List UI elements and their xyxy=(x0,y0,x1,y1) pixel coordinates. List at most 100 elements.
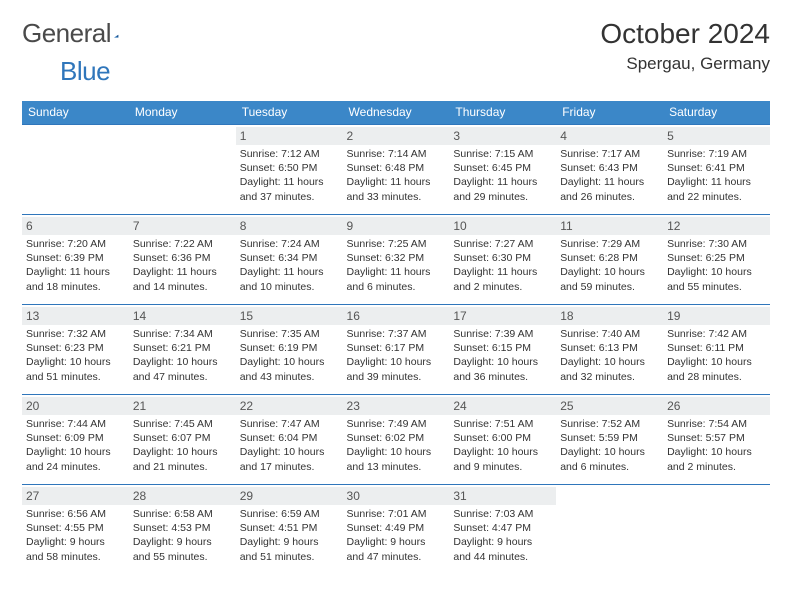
calendar-cell: 1 Sunrise: 7:12 AMSunset: 6:50 PMDaylight… xyxy=(236,125,343,215)
day-number: 29 xyxy=(236,487,343,505)
day-number: 30 xyxy=(343,487,450,505)
calendar-row: 1 Sunrise: 7:12 AMSunset: 6:50 PMDaylight… xyxy=(22,125,770,215)
header-right: October 2024 Spergau, Germany xyxy=(600,18,770,74)
calendar-cell: 4 Sunrise: 7:17 AMSunset: 6:43 PMDaylight… xyxy=(556,125,663,215)
day-info: Sunrise: 7:20 AMSunset: 6:39 PMDaylight:… xyxy=(26,237,125,294)
calendar-cell: 24 Sunrise: 7:51 AMSunset: 6:00 PMDayligh… xyxy=(449,395,556,485)
calendar-cell: 16Sunrise: 7:37 AMSunset: 6:17 PMDayligh… xyxy=(343,305,450,395)
calendar-body: 1 Sunrise: 7:12 AMSunset: 6:50 PMDaylight… xyxy=(22,125,770,575)
calendar-cell: 12 Sunrise: 7:30 AMSunset: 6:25 PMDayligh… xyxy=(663,215,770,305)
day-info: Sunrise: 6:58 AMSunset: 4:53 PMDaylight:… xyxy=(133,507,232,564)
logo-triangle-icon xyxy=(114,27,119,45)
calendar-table: SundayMondayTuesdayWednesdayThursdayFrid… xyxy=(22,101,770,575)
calendar-row: 13 Sunrise: 7:32 AMSunset: 6:23 PMDayligh… xyxy=(22,305,770,395)
day-number: 28 xyxy=(129,487,236,505)
day-info: Sunrise: 6:59 AMSunset: 4:51 PMDaylight:… xyxy=(240,507,339,564)
location: Spergau, Germany xyxy=(600,54,770,74)
day-info: Sunrise: 7:51 AMSunset: 6:00 PMDaylight:… xyxy=(453,417,552,474)
weekday-header: Thursday xyxy=(449,101,556,125)
calendar-cell: 14Sunrise: 7:34 AMSunset: 6:21 PMDayligh… xyxy=(129,305,236,395)
day-number: 19 xyxy=(663,307,770,325)
calendar-cell: 7 Sunrise: 7:22 AMSunset: 6:36 PMDaylight… xyxy=(129,215,236,305)
day-number: 6 xyxy=(22,217,129,235)
calendar-row: 20Sunrise: 7:44 AMSunset: 6:09 PMDayligh… xyxy=(22,395,770,485)
calendar-cell: 6 Sunrise: 7:20 AMSunset: 6:39 PMDaylight… xyxy=(22,215,129,305)
day-info: Sunrise: 7:40 AMSunset: 6:13 PMDaylight:… xyxy=(560,327,659,384)
logo-text-left: General xyxy=(22,18,111,49)
day-number: 20 xyxy=(22,397,129,415)
day-number: 10 xyxy=(449,217,556,235)
day-number: 4 xyxy=(556,127,663,145)
day-info: Sunrise: 6:56 AMSunset: 4:55 PMDaylight:… xyxy=(26,507,125,564)
day-info: Sunrise: 7:35 AMSunset: 6:19 PMDaylight:… xyxy=(240,327,339,384)
day-info: Sunrise: 7:27 AMSunset: 6:30 PMDaylight:… xyxy=(453,237,552,294)
calendar-cell: 29 Sunrise: 6:59 AMSunset: 4:51 PMDayligh… xyxy=(236,485,343,575)
calendar-cell: 25 Sunrise: 7:52 AMSunset: 5:59 PMDayligh… xyxy=(556,395,663,485)
day-info: Sunrise: 7:30 AMSunset: 6:25 PMDaylight:… xyxy=(667,237,766,294)
calendar-cell: 9 Sunrise: 7:25 AMSunset: 6:32 PMDaylight… xyxy=(343,215,450,305)
calendar-cell: 19Sunrise: 7:42 AMSunset: 6:11 PMDayligh… xyxy=(663,305,770,395)
day-info: Sunrise: 7:22 AMSunset: 6:36 PMDaylight:… xyxy=(133,237,232,294)
day-info: Sunrise: 7:15 AMSunset: 6:45 PMDaylight:… xyxy=(453,147,552,204)
day-number: 24 xyxy=(449,397,556,415)
day-info: Sunrise: 7:34 AMSunset: 6:21 PMDaylight:… xyxy=(133,327,232,384)
weekday-header: Wednesday xyxy=(343,101,450,125)
day-number: 25 xyxy=(556,397,663,415)
day-number: 8 xyxy=(236,217,343,235)
month-title: October 2024 xyxy=(600,18,770,50)
day-number: 3 xyxy=(449,127,556,145)
day-number: 5 xyxy=(663,127,770,145)
calendar-cell: 22 Sunrise: 7:47 AMSunset: 6:04 PMDayligh… xyxy=(236,395,343,485)
day-info: Sunrise: 7:49 AMSunset: 6:02 PMDaylight:… xyxy=(347,417,446,474)
day-number: 31 xyxy=(449,487,556,505)
day-number: 2 xyxy=(343,127,450,145)
day-number: 12 xyxy=(663,217,770,235)
day-number: 26 xyxy=(663,397,770,415)
calendar-cell xyxy=(22,125,129,215)
calendar-cell: 28 Sunrise: 6:58 AMSunset: 4:53 PMDayligh… xyxy=(129,485,236,575)
day-number: 1 xyxy=(236,127,343,145)
day-info: Sunrise: 7:47 AMSunset: 6:04 PMDaylight:… xyxy=(240,417,339,474)
calendar-cell: 10 Sunrise: 7:27 AMSunset: 6:30 PMDayligh… xyxy=(449,215,556,305)
day-info: Sunrise: 7:17 AMSunset: 6:43 PMDaylight:… xyxy=(560,147,659,204)
calendar-cell: 15 Sunrise: 7:35 AMSunset: 6:19 PMDayligh… xyxy=(236,305,343,395)
calendar-cell: 30 Sunrise: 7:01 AMSunset: 4:49 PMDayligh… xyxy=(343,485,450,575)
calendar-cell: 20Sunrise: 7:44 AMSunset: 6:09 PMDayligh… xyxy=(22,395,129,485)
calendar-cell: 26Sunrise: 7:54 AMSunset: 5:57 PMDayligh… xyxy=(663,395,770,485)
day-number: 9 xyxy=(343,217,450,235)
day-number: 22 xyxy=(236,397,343,415)
calendar-row: 27Sunrise: 6:56 AMSunset: 4:55 PMDayligh… xyxy=(22,485,770,575)
calendar-cell: 21 Sunrise: 7:45 AMSunset: 6:07 PMDayligh… xyxy=(129,395,236,485)
logo: General xyxy=(22,18,142,49)
day-info: Sunrise: 7:19 AMSunset: 6:41 PMDaylight:… xyxy=(667,147,766,204)
calendar-cell: 8Sunrise: 7:24 AMSunset: 6:34 PMDaylight… xyxy=(236,215,343,305)
calendar-cell: 5 Sunrise: 7:19 AMSunset: 6:41 PMDaylight… xyxy=(663,125,770,215)
day-number: 18 xyxy=(556,307,663,325)
calendar-cell: 2 Sunrise: 7:14 AMSunset: 6:48 PMDaylight… xyxy=(343,125,450,215)
weekday-header: Tuesday xyxy=(236,101,343,125)
calendar-cell: 3 Sunrise: 7:15 AMSunset: 6:45 PMDaylight… xyxy=(449,125,556,215)
day-info: Sunrise: 7:45 AMSunset: 6:07 PMDaylight:… xyxy=(133,417,232,474)
day-info: Sunrise: 7:32 AMSunset: 6:23 PMDaylight:… xyxy=(26,327,125,384)
weekday-header: Saturday xyxy=(663,101,770,125)
day-info: Sunrise: 7:52 AMSunset: 5:59 PMDaylight:… xyxy=(560,417,659,474)
day-info: Sunrise: 7:37 AMSunset: 6:17 PMDaylight:… xyxy=(347,327,446,384)
calendar-cell: 13 Sunrise: 7:32 AMSunset: 6:23 PMDayligh… xyxy=(22,305,129,395)
day-info: Sunrise: 7:14 AMSunset: 6:48 PMDaylight:… xyxy=(347,147,446,204)
calendar-cell xyxy=(129,125,236,215)
calendar-cell xyxy=(663,485,770,575)
logo-text-right: Blue xyxy=(60,56,110,87)
day-number: 13 xyxy=(22,307,129,325)
day-number: 17 xyxy=(449,307,556,325)
day-number: 7 xyxy=(129,217,236,235)
day-number: 21 xyxy=(129,397,236,415)
day-number: 23 xyxy=(343,397,450,415)
weekday-row: SundayMondayTuesdayWednesdayThursdayFrid… xyxy=(22,101,770,125)
calendar-cell: 23 Sunrise: 7:49 AMSunset: 6:02 PMDayligh… xyxy=(343,395,450,485)
day-number: 15 xyxy=(236,307,343,325)
day-info: Sunrise: 7:01 AMSunset: 4:49 PMDaylight:… xyxy=(347,507,446,564)
day-info: Sunrise: 7:03 AMSunset: 4:47 PMDaylight:… xyxy=(453,507,552,564)
day-info: Sunrise: 7:12 AMSunset: 6:50 PMDaylight:… xyxy=(240,147,339,204)
calendar-cell: 31 Sunrise: 7:03 AMSunset: 4:47 PMDayligh… xyxy=(449,485,556,575)
day-info: Sunrise: 7:25 AMSunset: 6:32 PMDaylight:… xyxy=(347,237,446,294)
